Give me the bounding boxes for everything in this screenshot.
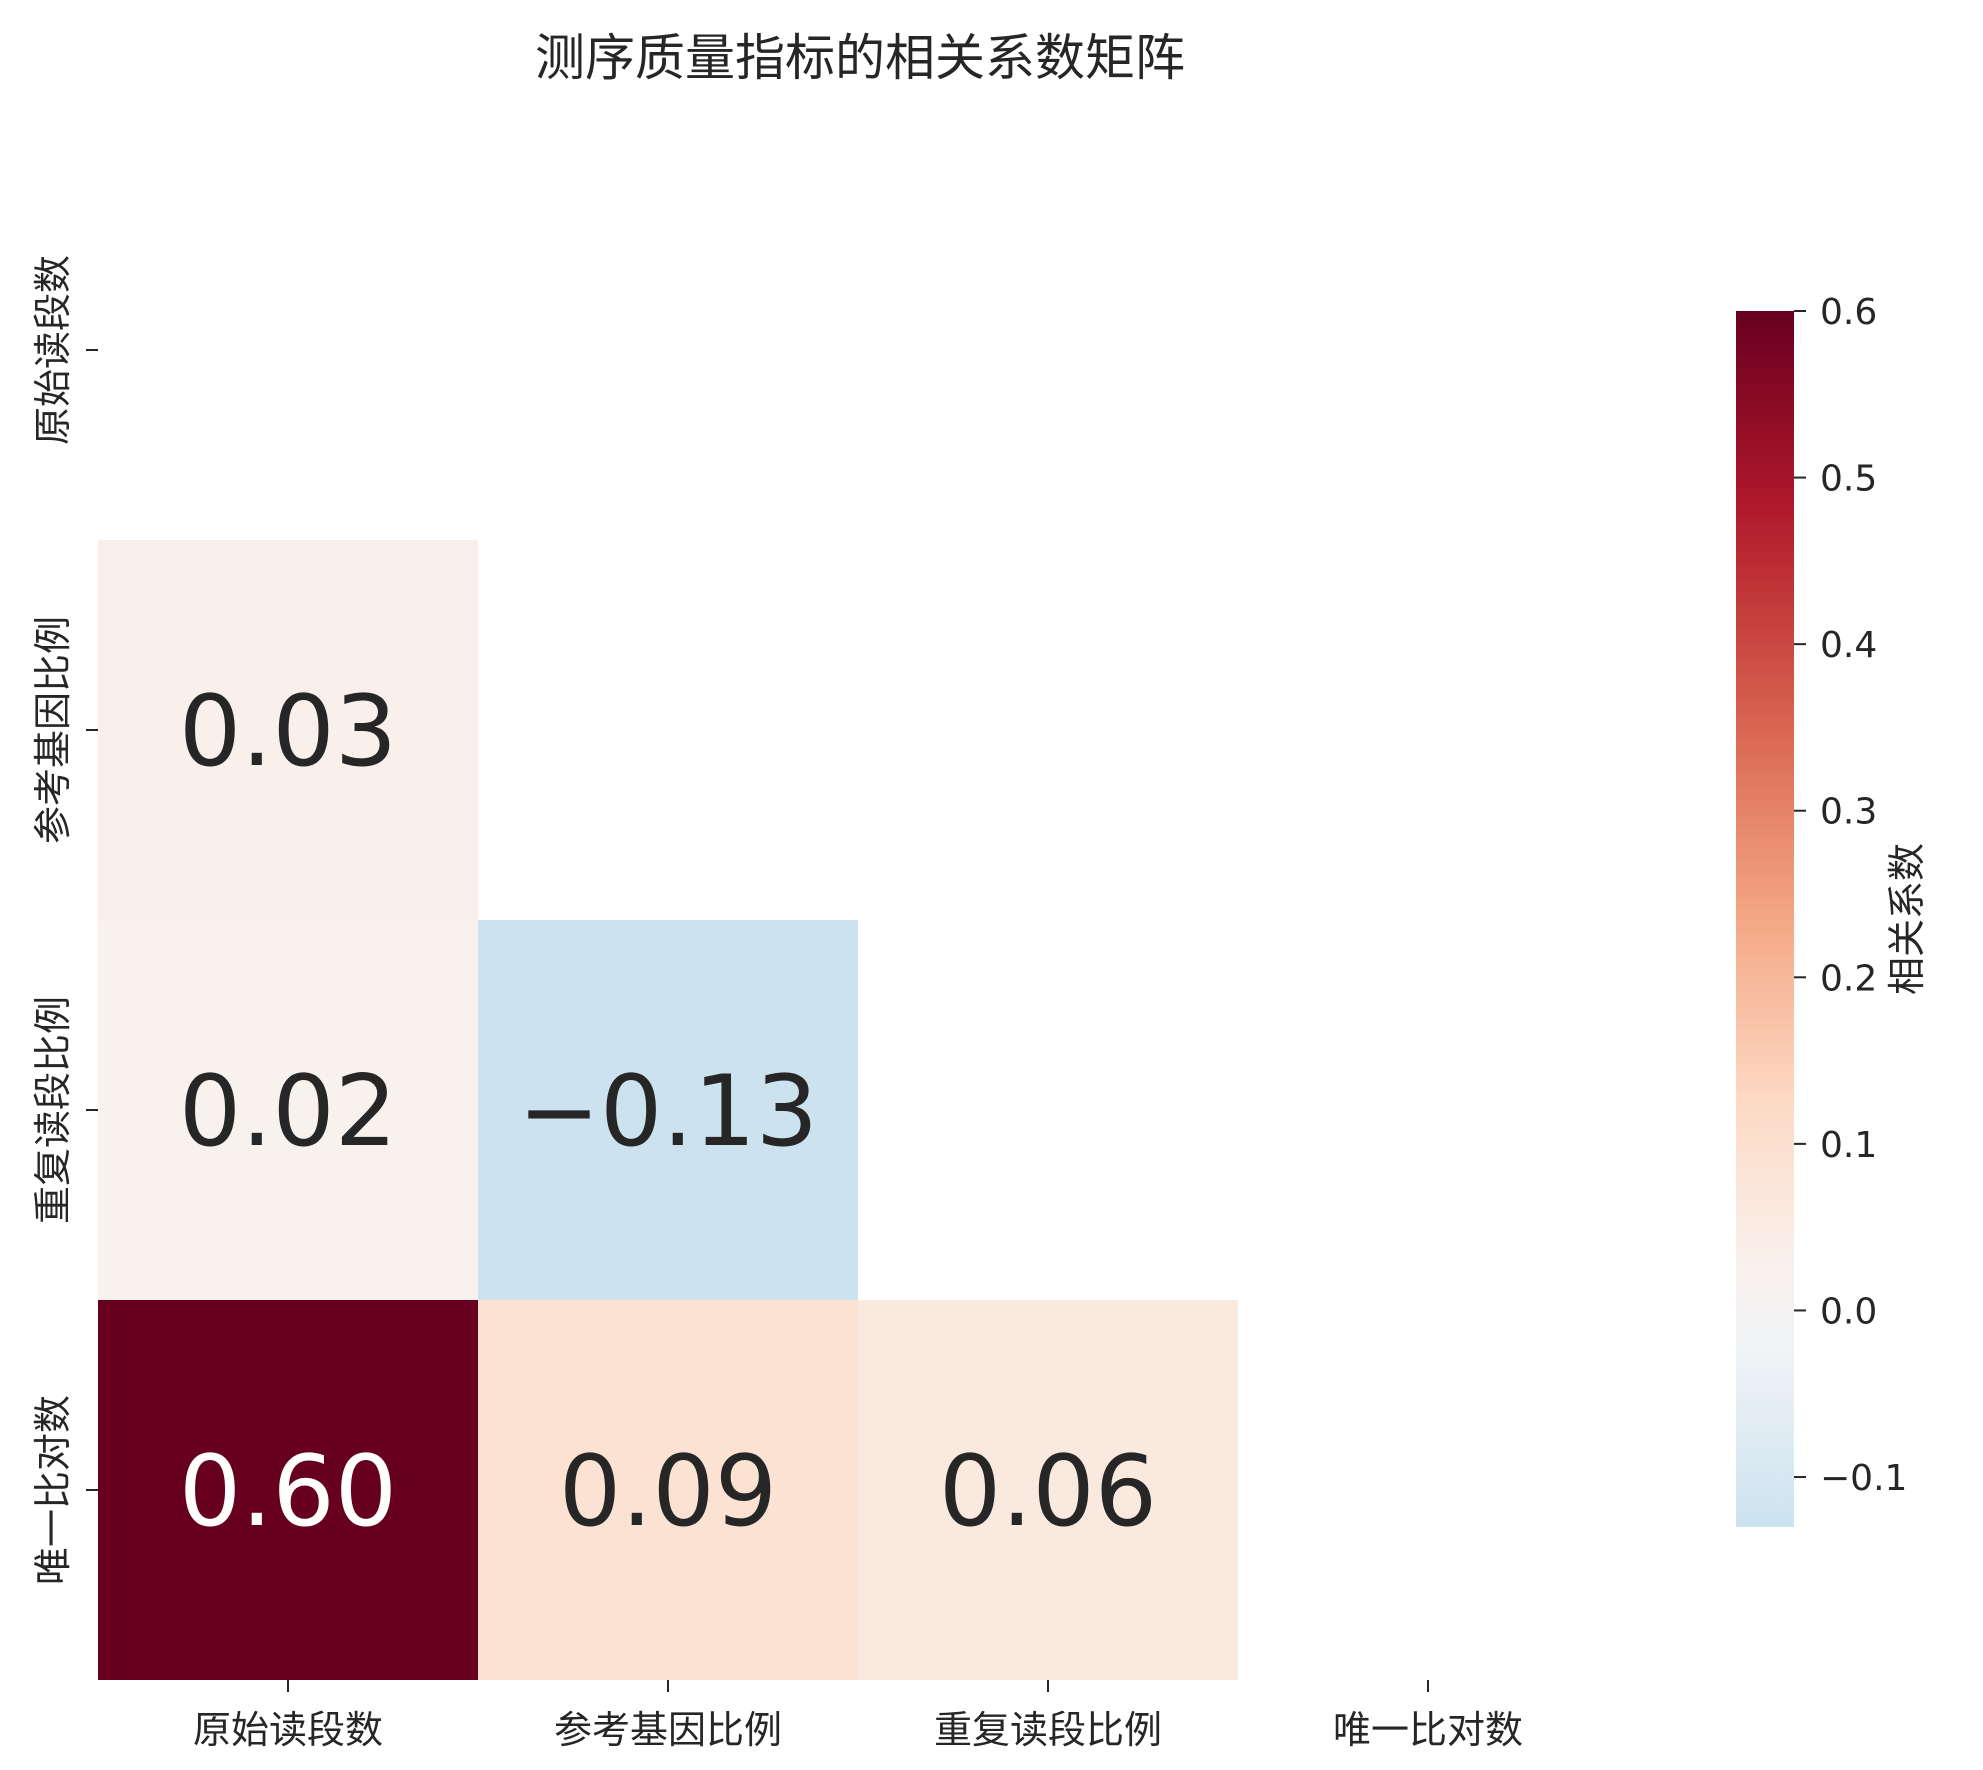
- heatmap-cell: [98, 1300, 478, 1680]
- chart-title: 测序质量指标的相关系数矩阵: [535, 29, 1185, 87]
- colorbar-tick-label: 0.1: [1820, 1125, 1877, 1166]
- heatmap-cell: [858, 1300, 1238, 1680]
- colorbar-tick-label: 0.3: [1820, 792, 1877, 833]
- x-tick-label: 原始读段数: [193, 1708, 383, 1752]
- cell-value-label: −0.13: [518, 1055, 818, 1169]
- colorbar-tick-label: 0.2: [1820, 958, 1877, 999]
- x-tick-label: 重复读段比例: [934, 1708, 1162, 1752]
- colorbar-tick-label: 0.5: [1820, 459, 1877, 500]
- cell-value-label: 0.09: [559, 1435, 777, 1549]
- y-tick-label: 重复读段比例: [31, 996, 75, 1224]
- x-axis: 原始读段数 参考基因比例 重复读段比例 唯一比对数: [193, 1680, 1523, 1752]
- heatmap-cell: [478, 920, 858, 1300]
- colorbar-tick-label: 0.6: [1820, 292, 1877, 333]
- colorbar: −0.1 0.0 0.1 0.2 0.3 0.4 0.5 0.6 相关系数: [1736, 292, 1929, 1527]
- colorbar-tick-label: 0.0: [1820, 1291, 1877, 1332]
- heatmap-cell: [98, 540, 478, 920]
- colorbar-gradient: [1736, 311, 1794, 1527]
- heatmap-cells: 0.03 0.02 −0.13 0.60 0.09 0.06: [98, 540, 1238, 1680]
- colorbar-tick-label: 0.4: [1820, 625, 1877, 666]
- y-tick-label: 原始读段数: [31, 255, 75, 445]
- cell-value-label: 0.03: [179, 675, 397, 789]
- colorbar-tick-label: −0.1: [1820, 1458, 1907, 1499]
- cell-value-label: 0.60: [179, 1435, 397, 1549]
- cell-value-label: 0.06: [939, 1435, 1157, 1549]
- colorbar-label: 相关系数: [1885, 843, 1929, 995]
- heatmap-cell: [478, 1300, 858, 1680]
- heatmap-cell: [98, 920, 478, 1300]
- x-tick-label: 唯一比对数: [1333, 1708, 1523, 1752]
- y-tick-label: 参考基因比例: [31, 616, 75, 844]
- cell-value-label: 0.02: [179, 1055, 397, 1169]
- y-tick-label: 唯一比对数: [31, 1395, 75, 1585]
- x-tick-label: 参考基因比例: [554, 1708, 782, 1752]
